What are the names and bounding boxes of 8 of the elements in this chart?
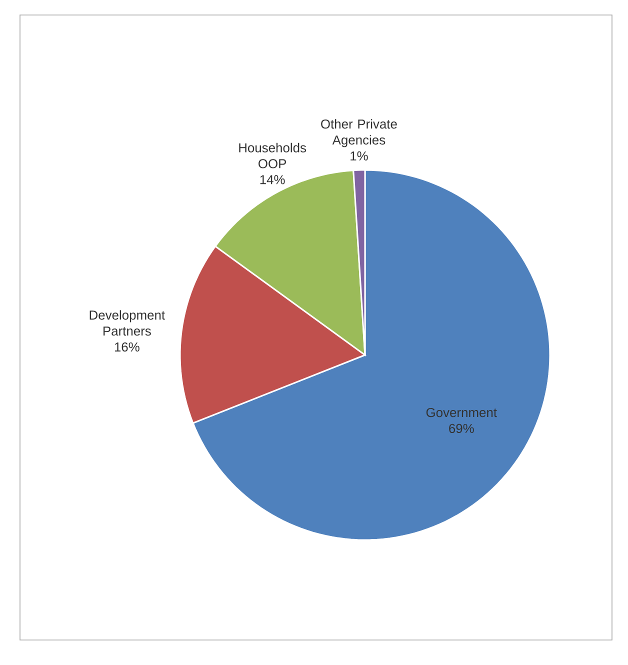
data-label: 14% xyxy=(260,175,285,184)
slice-label: Government xyxy=(426,408,497,418)
slice-label: Households OOP xyxy=(239,142,306,168)
slice-label: Development Partners xyxy=(90,310,165,336)
data-label: 1% xyxy=(350,151,368,160)
data-label: 69% xyxy=(449,424,474,434)
data-label: 16% xyxy=(114,342,140,352)
slice-label: Other Private Agencies xyxy=(321,119,397,148)
